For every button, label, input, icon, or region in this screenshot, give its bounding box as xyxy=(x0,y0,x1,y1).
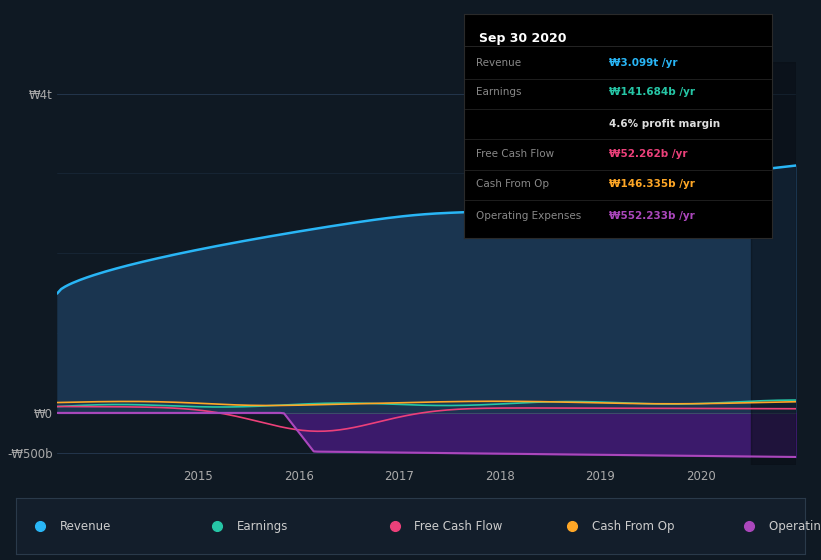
Text: Operating Expenses: Operating Expenses xyxy=(769,520,821,533)
Text: 4.6% profit margin: 4.6% profit margin xyxy=(608,119,720,129)
Text: Free Cash Flow: Free Cash Flow xyxy=(415,520,502,533)
Text: ₩3.099t /yr: ₩3.099t /yr xyxy=(608,58,677,68)
Text: Revenue: Revenue xyxy=(476,58,521,68)
Text: ₩141.684b /yr: ₩141.684b /yr xyxy=(608,87,695,97)
Text: Free Cash Flow: Free Cash Flow xyxy=(476,149,554,159)
Text: ₩552.233b /yr: ₩552.233b /yr xyxy=(608,211,695,221)
Text: Sep 30 2020: Sep 30 2020 xyxy=(479,32,566,45)
Text: ₩52.262b /yr: ₩52.262b /yr xyxy=(608,149,687,159)
Text: Earnings: Earnings xyxy=(237,520,288,533)
Text: Cash From Op: Cash From Op xyxy=(476,179,549,189)
Text: ₩146.335b /yr: ₩146.335b /yr xyxy=(608,179,695,189)
Text: Cash From Op: Cash From Op xyxy=(592,520,674,533)
Text: Operating Expenses: Operating Expenses xyxy=(476,211,581,221)
Text: Earnings: Earnings xyxy=(476,87,521,97)
Bar xyxy=(751,62,796,465)
Text: Revenue: Revenue xyxy=(60,520,111,533)
